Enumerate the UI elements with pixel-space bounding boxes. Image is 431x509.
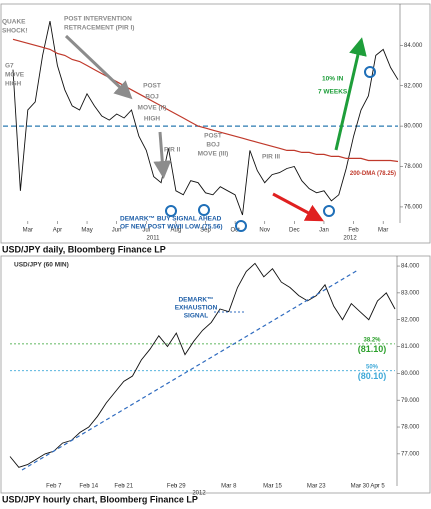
annotation: QUAKE	[2, 19, 26, 26]
x-tick-label: Jun	[112, 228, 122, 234]
caption: USD/JPY daily, Bloomberg Finance LP	[2, 244, 166, 254]
annotation: MOVE (II)	[138, 105, 167, 112]
x-tick-label: Jul	[142, 228, 150, 234]
y-tick-label: 84.000	[401, 264, 420, 270]
x-tick-label: Apr 5	[370, 484, 385, 490]
x-tick-label: Oct	[230, 228, 240, 234]
price-line	[12, 21, 399, 216]
y-tick-label: 84.000	[404, 43, 423, 49]
x-tick-label: Mar 8	[221, 484, 237, 490]
x-tick-label: Feb 14	[79, 484, 98, 490]
x-tick-label: Mar 15	[263, 484, 282, 490]
arrow	[64, 34, 133, 100]
x-tick-label: Mar 23	[307, 484, 326, 490]
arrow	[272, 192, 324, 222]
x-tick-label: Aug	[171, 228, 182, 234]
annotation: EXHAUSTION	[175, 305, 218, 312]
x-tick-label: Feb	[348, 228, 359, 234]
year-label: 2012	[343, 236, 357, 242]
caption: USD/JPY hourly chart, Bloomberg Finance …	[2, 494, 198, 504]
y-tick-label: 83.000	[401, 290, 420, 296]
y-tick-label: 80.000	[401, 371, 420, 377]
x-tick-label: Mar	[378, 228, 388, 234]
x-tick-label: Mar 30	[351, 484, 370, 490]
x-tick-label: Nov	[259, 228, 270, 234]
chart-title: USD/JPY (60 MIN)	[14, 262, 69, 269]
top-annotations: QUAKE SHOCK! G7 MOVE HIGH POST INTERVENT…	[2, 16, 357, 255]
annotation: DEMARK™	[178, 297, 213, 304]
fib-label: 38.2%	[363, 337, 381, 343]
y-tick-label: 80.000	[404, 124, 423, 130]
fib-value-label: (80.10)	[358, 371, 387, 381]
trend-line	[21, 269, 359, 471]
annotation: OF NEW POST WWII LOW (75.56)	[120, 224, 223, 231]
x-tick-label: Feb 21	[114, 484, 133, 490]
annotation: BOJ	[145, 94, 159, 101]
fib-label: 50%	[366, 364, 379, 370]
annotation: SIGNAL	[184, 313, 209, 320]
x-tick-label: Feb 29	[167, 484, 186, 490]
price-line	[9, 262, 396, 468]
signal-circle	[364, 66, 376, 78]
annotation: DEMARK™ BUY SIGNAL AHEAD	[120, 216, 222, 223]
annotation: POST	[204, 133, 222, 140]
series-label: 200-DMA (78.25)	[350, 171, 396, 177]
annotation: HIGH	[144, 116, 161, 123]
x-tick-label: Apr	[53, 228, 62, 234]
y-tick-label: 82.000	[401, 317, 420, 323]
annotation: POST	[143, 83, 161, 90]
y-tick-label: 77.000	[401, 451, 420, 457]
y-tick-label: 76.000	[404, 204, 423, 210]
y-tick-label: 79.000	[401, 398, 420, 404]
annotation: MOVE (III)	[198, 151, 229, 158]
annotation: 10% IN	[322, 76, 344, 83]
annotation: MOVE	[5, 72, 25, 79]
annotation: HIGH	[5, 81, 22, 88]
annotation: POST INTERVENTION	[64, 16, 132, 23]
annotation: PIR II	[164, 147, 180, 154]
fib-value-label: (81.10)	[358, 344, 387, 354]
year-label: 2012	[192, 491, 206, 497]
annotation: BOJ	[206, 142, 220, 149]
x-tick-label: Mar	[23, 228, 33, 234]
signal-circle	[323, 205, 335, 217]
x-tick-label: Jan	[319, 228, 329, 234]
y-tick-label: 82.000	[404, 83, 423, 89]
signal-circle	[165, 205, 177, 217]
signal-circle	[235, 220, 247, 232]
x-tick-label: Feb 7	[46, 484, 62, 490]
signal-circle	[198, 204, 210, 216]
x-tick-label: Sep	[200, 228, 211, 234]
top-arrows	[64, 34, 376, 232]
x-tick-label: Dec	[289, 228, 300, 234]
arrow	[334, 37, 367, 151]
annotation: 7 WEEKS	[318, 89, 348, 96]
x-tick-label: May	[81, 228, 92, 234]
y-tick-label: 78.000	[401, 425, 420, 431]
annotation: RETRACEMENT (PIR I)	[64, 25, 134, 32]
annotation: PIR III	[262, 154, 280, 161]
y-tick-label: 78.000	[404, 164, 423, 170]
plot-frame	[0, 255, 431, 494]
y-tick-label: 81.000	[401, 344, 420, 350]
daily-chart: 84.000 82.000 80.000 78.000 76.000 Mar Apr May J…	[0, 3, 431, 244]
plot-frame	[0, 3, 431, 244]
year-label: 2011	[147, 236, 161, 242]
price-line	[12, 38, 399, 163]
bottom-annotations: USD/JPY (60 MIN) DEMARK™ EXHAUSTION SIGN…	[2, 262, 218, 505]
arrow	[153, 131, 172, 179]
annotation: SHOCK!	[2, 28, 28, 35]
hourly-chart: 84.000 83.000 82.000 81.000 80.000 79.000 78.0…	[0, 255, 431, 494]
annotation: G7	[5, 63, 14, 70]
